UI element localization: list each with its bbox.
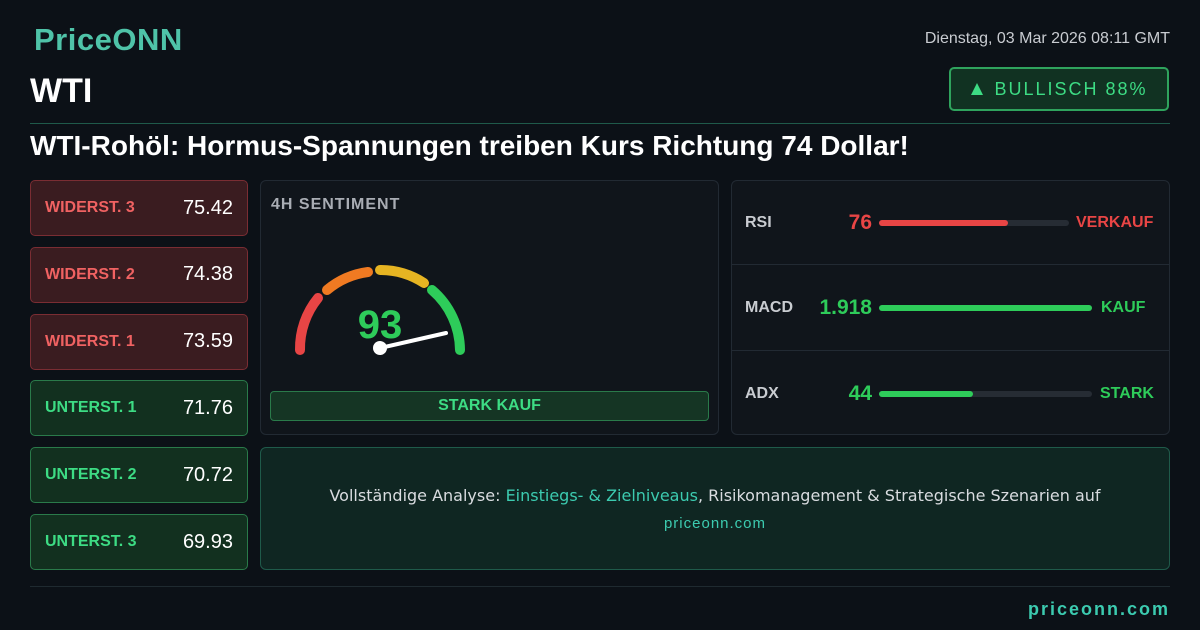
indicator-fill: [879, 219, 1009, 226]
indicator-name: MACD: [745, 299, 793, 316]
badge-text: BULLISCH 88%: [994, 78, 1148, 99]
cta-highlight[interactable]: Einstiegs- & Zielniveaus: [505, 486, 698, 505]
level: UNTERST. 3 69.93: [30, 514, 248, 570]
footer-site[interactable]: priceonn.com: [1027, 599, 1170, 619]
indicator-row: MACD 1.918 KAUF: [731, 266, 1170, 351]
level-label: UNTERST. 2: [45, 466, 137, 484]
sentiment-title: 4H SENTIMENT: [271, 196, 401, 213]
headline: WTI-Rohöl: Hormus-Spannungen treiben Kur…: [30, 130, 909, 161]
level: UNTERST. 2 70.72: [30, 447, 248, 504]
indicator-row: ADX 44 STARK: [731, 351, 1170, 436]
indicator-track: [879, 219, 1069, 226]
gauge: [294, 264, 465, 355]
cta-site[interactable]: priceonn.com: [663, 515, 767, 532]
level: WIDERST. 3 75.42: [30, 180, 248, 236]
level-label: UNTERST. 3: [45, 533, 137, 550]
sentiment-score: 93: [357, 303, 403, 347]
indicator-track: [879, 390, 1092, 397]
indicator-signal: KAUF: [1101, 299, 1146, 316]
divider: [731, 350, 1170, 351]
level-value: 74.38: [182, 263, 233, 286]
level-value: 71.76: [182, 396, 233, 419]
indicator-signal: STARK: [1100, 384, 1154, 402]
symbol: WTI: [30, 72, 93, 110]
divider: [30, 123, 1170, 124]
indicator-name: RSI: [745, 213, 772, 231]
cta-rest: , Risikomanagement & Strategische Szenar…: [697, 486, 1101, 505]
cta-text: Vollständige Analyse: Einstiegs- & Zieln…: [260, 486, 1170, 505]
level-value: 69.93: [182, 530, 233, 553]
sentiment-verdict: STARK KAUF: [270, 391, 709, 421]
level-value: 73.59: [182, 330, 233, 353]
level-label: WIDERST. 2: [45, 265, 135, 283]
level-label: UNTERST. 1: [45, 399, 137, 417]
badge: BULLISCH 88%: [949, 67, 1169, 111]
date: Dienstag, 03 Mar 2026 08:11 GMT: [924, 30, 1170, 47]
level-value: 75.42: [182, 196, 233, 219]
indicator-signal: VERKAUF: [1076, 213, 1154, 231]
divider: [731, 264, 1170, 265]
up-icon: [971, 83, 984, 95]
indicator-value: 44: [848, 381, 872, 405]
level-label: WIDERST. 3: [45, 199, 135, 216]
indicator-fill: [879, 305, 1092, 311]
level: WIDERST. 1 73.59: [30, 313, 248, 370]
indicator-track: [879, 305, 1092, 311]
indicator-fill: [879, 390, 973, 397]
indicator-value: 76: [848, 210, 872, 234]
level-value: 70.72: [182, 463, 233, 486]
level-label: WIDERST. 1: [45, 332, 135, 350]
divider: [30, 586, 1170, 587]
indicator-name: ADX: [745, 384, 779, 402]
logo[interactable]: PriceONN: [34, 22, 183, 57]
cta-panel[interactable]: [260, 447, 1170, 570]
level: UNTERST. 1 71.76: [30, 380, 248, 437]
indicator-row: RSI 76 VERKAUF: [731, 180, 1170, 265]
level: WIDERST. 2 74.38: [30, 246, 248, 303]
indicator-value: 1.918: [819, 296, 872, 319]
cta-lead: Vollständige Analyse:: [329, 486, 501, 505]
